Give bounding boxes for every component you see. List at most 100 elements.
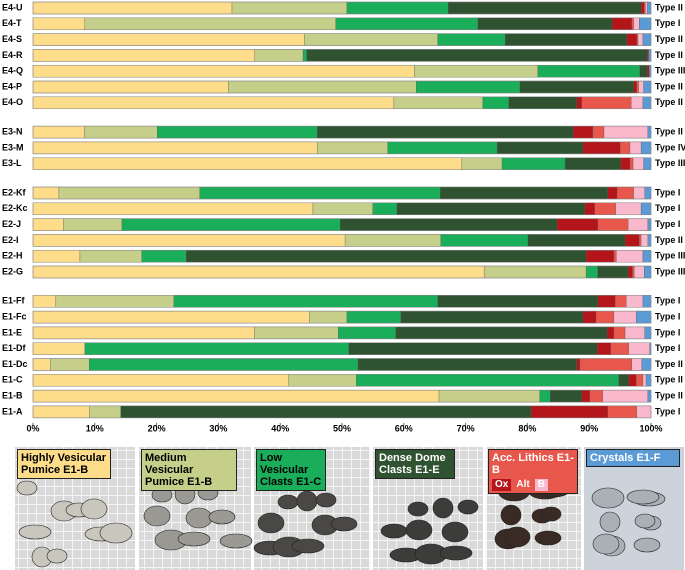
bar-segment	[32, 295, 57, 308]
bar-outline	[32, 326, 652, 340]
bar-segment	[356, 374, 620, 387]
bar-segment	[32, 342, 86, 355]
rock	[16, 480, 38, 496]
bar-segment	[643, 80, 652, 94]
bar-segment	[585, 265, 599, 279]
bar-segment	[627, 265, 633, 279]
bar-segment	[346, 1, 449, 15]
bar-segment	[642, 33, 652, 46]
bar-segment	[348, 342, 598, 355]
bar-segment	[572, 125, 594, 139]
bar-segment	[626, 33, 637, 46]
bar-segment	[496, 141, 584, 155]
bar-segment	[597, 218, 629, 231]
type-label: Type II	[655, 390, 683, 400]
row-label: E3-M	[2, 142, 24, 152]
bar-segment	[32, 186, 60, 200]
bar-outline	[32, 265, 652, 279]
type-label: Type I	[655, 311, 680, 321]
row-label: E3-L	[2, 158, 22, 168]
rock	[257, 512, 285, 534]
bar-segment	[613, 310, 637, 324]
type-label: Type II	[655, 34, 683, 44]
bar-segment	[32, 125, 85, 139]
rock	[500, 504, 522, 526]
bar-segment	[610, 342, 629, 355]
type-label: Type II	[655, 375, 683, 385]
bar-segment	[157, 125, 318, 139]
row-label: E4-U	[2, 2, 23, 12]
bar-segment	[597, 265, 629, 279]
rock	[143, 505, 171, 527]
bar-segment	[539, 389, 551, 403]
bar-segment	[597, 342, 611, 355]
bar-segment	[613, 250, 617, 263]
bar-segment	[530, 405, 608, 419]
bar-outline	[32, 358, 652, 371]
row-label: E4-T	[2, 18, 22, 28]
bar-segment	[121, 218, 341, 231]
bar-segment	[606, 326, 615, 340]
type-label: Type IV	[655, 142, 685, 152]
bar-segment	[644, 326, 652, 340]
bar-segment	[642, 374, 647, 387]
row-label: E4-R	[2, 50, 23, 60]
bar-segment	[483, 265, 587, 279]
bar-segment	[628, 342, 650, 355]
bar-segment	[642, 250, 652, 263]
bar-outline	[32, 1, 652, 15]
type-label: Type III	[655, 158, 685, 168]
bar-segment	[632, 265, 635, 279]
bar-segment	[519, 80, 634, 94]
legend-sub-label: B	[534, 479, 548, 491]
row-label: E1-Df	[2, 343, 27, 353]
bar-segment	[32, 49, 256, 62]
x-tick-label: 50%	[333, 423, 351, 433]
bar-segment	[400, 310, 584, 324]
rock	[633, 537, 661, 553]
bar-segment	[537, 65, 641, 78]
bar-segment	[647, 389, 652, 403]
rock	[46, 548, 68, 564]
bar-segment	[631, 96, 644, 109]
bar-segment	[228, 80, 417, 94]
x-tick-label: 80%	[518, 423, 536, 433]
type-label: Type II	[655, 50, 683, 60]
bar-segment	[58, 186, 201, 200]
type-label: Type II	[655, 359, 683, 369]
x-tick-label: 20%	[148, 423, 166, 433]
type-label: Type II	[655, 126, 683, 136]
bar-segment	[629, 141, 642, 155]
bar-segment	[619, 141, 631, 155]
bar-segment	[637, 33, 644, 46]
bar-segment	[32, 65, 415, 78]
bar-segment	[644, 265, 652, 279]
bar-segment	[317, 141, 388, 155]
bar-segment	[186, 250, 587, 263]
x-tick-label: 90%	[580, 423, 598, 433]
legend-label: Low Vesicular Clasts E1-C	[256, 449, 326, 491]
rock	[208, 509, 236, 525]
row-label: E4-P	[2, 81, 22, 91]
type-label: Type III	[655, 251, 685, 261]
lithics-row: Ox Alt B	[492, 478, 574, 491]
photo-panels	[15, 447, 684, 570]
bar-outline	[32, 186, 652, 200]
bar-segment	[648, 49, 652, 62]
bar-segment	[288, 374, 357, 387]
bar-segment	[642, 96, 652, 109]
bar-segment	[414, 65, 539, 78]
bar-segment	[640, 234, 649, 247]
bar-segment	[32, 96, 395, 109]
type-label: Type I	[655, 343, 680, 353]
row-label: E1-Fc	[2, 311, 27, 321]
bar-segment	[644, 186, 652, 200]
bar-segment	[387, 141, 498, 155]
bar-segment	[615, 202, 642, 215]
bar-outline	[32, 125, 652, 139]
lithics-title: Acc. Lithics E1-B	[492, 452, 574, 476]
legend-label: Medium Vesicular Pumice E1-B	[141, 449, 237, 491]
bar-segment	[440, 186, 608, 200]
type-label: Type I	[655, 219, 680, 229]
bar-segment	[338, 326, 396, 340]
